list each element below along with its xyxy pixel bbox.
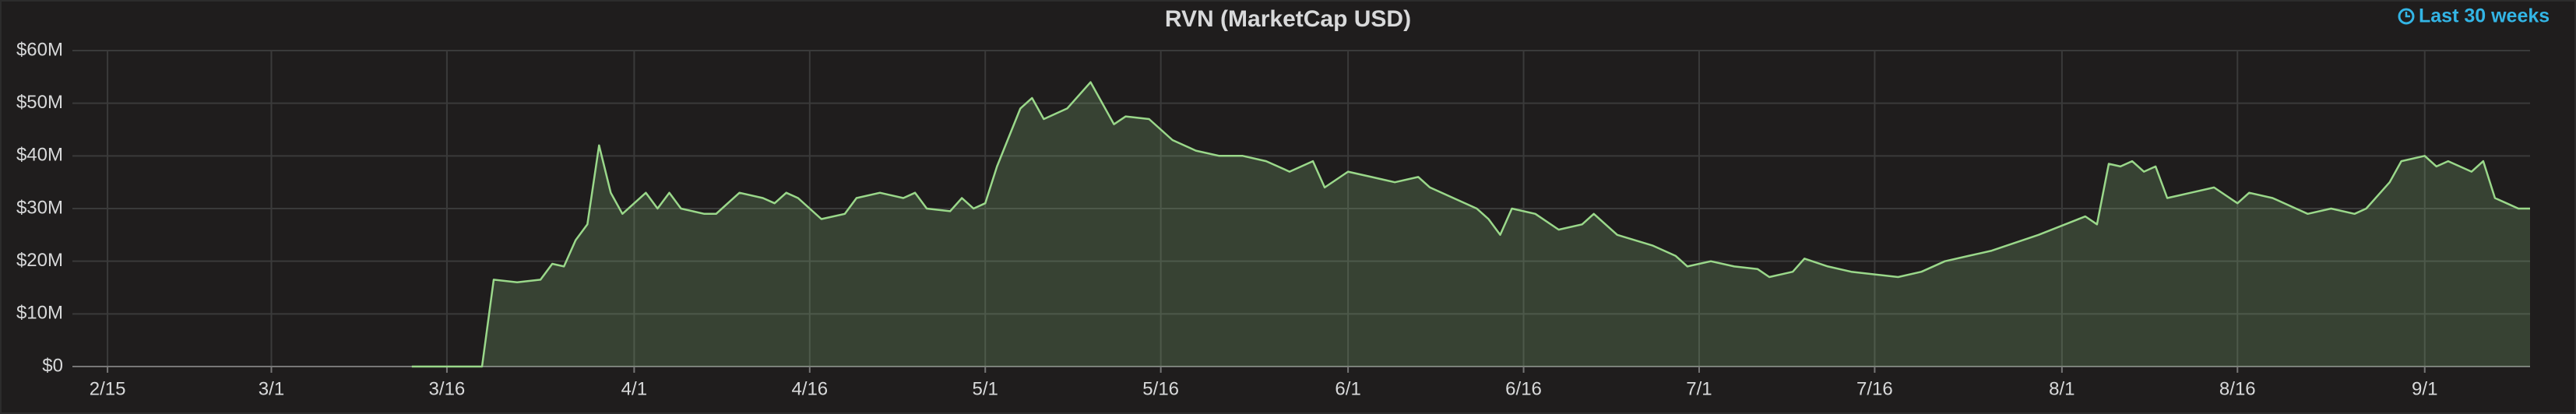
x-tick-label: 4/16 (791, 378, 828, 399)
chart-title: RVN (MarketCap USD) (1165, 6, 1411, 32)
x-tick-label: 6/16 (1505, 378, 1542, 399)
y-tick-label: $50M (16, 92, 63, 113)
x-tick-label: 7/16 (1856, 378, 1893, 399)
x-tick-label: 7/1 (1686, 378, 1712, 399)
x-tick-label: 9/1 (2412, 378, 2437, 399)
line (411, 81, 2530, 368)
y-tick-label: $60M (16, 39, 63, 60)
x-tick-label: 8/1 (2049, 378, 2075, 399)
time-range-picker[interactable]: Last 30 weeks (2398, 5, 2550, 27)
y-tick-label: $40M (16, 145, 63, 166)
x-tick-label: 3/16 (429, 378, 466, 399)
y-tick-label: $30M (16, 197, 63, 218)
y-tick-label: $10M (16, 303, 63, 324)
x-tick-label: 4/1 (621, 378, 647, 399)
x-tick-label: 6/1 (1335, 378, 1360, 399)
x-tick-label: 3/1 (259, 378, 284, 399)
y-tick-label: $0 (42, 355, 63, 376)
clock-hands (2405, 12, 2410, 18)
time-range[interactable]: Last 30 weeks (2419, 5, 2550, 27)
x-tick-label: 5/16 (1142, 378, 1179, 399)
x-tick-label: 5/1 (973, 378, 998, 399)
x-tick-label: 2/15 (90, 378, 126, 399)
x-tick-label: 8/16 (2219, 378, 2256, 399)
y-tick-label: $20M (16, 250, 63, 271)
area-fill (411, 82, 2530, 367)
clock-icon (2398, 8, 2415, 25)
